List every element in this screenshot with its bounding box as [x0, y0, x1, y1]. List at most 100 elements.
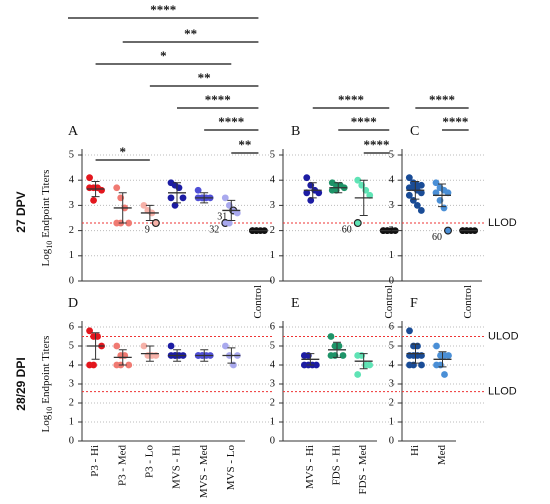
- data-point: [113, 342, 121, 350]
- sd-bar: [227, 347, 236, 364]
- significance-label: ****: [364, 137, 390, 152]
- y-tick-label: 2: [389, 225, 394, 236]
- y-tick-label: 3: [69, 200, 74, 211]
- limit-label: LLOD: [488, 217, 517, 229]
- data-point: [339, 352, 347, 359]
- data-point: [417, 207, 425, 214]
- point-annotation: 60: [432, 232, 442, 243]
- data-point: [90, 361, 97, 369]
- x-tick-label: P3 - Med: [116, 445, 128, 486]
- y-label-rest: Endpoint Titers: [40, 170, 52, 238]
- data-point: [418, 361, 425, 369]
- data-point: [167, 194, 175, 202]
- y-axis-label: Log10 Endpoint Titers: [40, 170, 55, 267]
- data-point: [194, 186, 202, 194]
- y-tick-label: 1: [270, 416, 275, 427]
- data-point: [225, 219, 233, 227]
- panel-letter: D: [68, 296, 78, 311]
- sd-bar: [227, 199, 236, 222]
- data-point: [312, 361, 320, 369]
- significance-label: **: [184, 26, 197, 41]
- data-point: [432, 189, 440, 197]
- y-tick-label: 4: [270, 359, 276, 370]
- sd-bar: [118, 192, 127, 224]
- significance-label: ****: [338, 92, 364, 107]
- data-point: [86, 184, 93, 192]
- y-tick-label: 0: [69, 275, 74, 286]
- data-point: [90, 196, 97, 204]
- data-point: [171, 202, 179, 209]
- y-tick-label: 0: [270, 435, 275, 446]
- data-point: [406, 327, 413, 335]
- sd-bar: [359, 353, 368, 370]
- y-label-sub: 10: [45, 241, 54, 249]
- data-point: [417, 189, 425, 197]
- panel-letter: A: [68, 124, 79, 139]
- y-tick-label: 1: [69, 416, 74, 427]
- data-point: [366, 191, 374, 199]
- y-tick-label: 1: [389, 416, 394, 427]
- significance-label: ****: [351, 114, 377, 129]
- point-annotation: 9: [145, 224, 150, 235]
- x-tick-label: P3 - Hi: [89, 445, 101, 477]
- y-tick-label: 2: [69, 225, 74, 236]
- x-tick-label: Control: [462, 285, 474, 319]
- y-tick-label: 1: [69, 250, 74, 261]
- data-point: [98, 186, 105, 194]
- panel-letter: E: [291, 296, 300, 311]
- sd-bar: [173, 182, 181, 204]
- y-tick-label: 2: [270, 225, 275, 236]
- y-axis-label: Log10 Endpoint Titers: [40, 336, 55, 433]
- data-point: [86, 174, 93, 182]
- panel-letter: B: [291, 124, 300, 139]
- data-point: [405, 191, 413, 199]
- significance-label: ****: [205, 92, 231, 107]
- sd-bar: [91, 180, 100, 198]
- sd-bar: [438, 351, 447, 368]
- data-point: [151, 219, 160, 228]
- y-tick-label: 5: [389, 149, 394, 160]
- point-annotation: 60: [342, 224, 352, 235]
- y-tick-label: 0: [389, 435, 394, 446]
- y-tick-label: 2: [270, 397, 275, 408]
- data-point: [405, 174, 413, 182]
- y-tick-label: 5: [270, 340, 275, 351]
- y-tick-label: 0: [69, 435, 74, 446]
- y-tick-label: 6: [270, 321, 275, 332]
- sd-bar: [118, 349, 127, 366]
- sd-bar: [145, 204, 154, 222]
- data-point: [444, 189, 452, 197]
- data-point: [353, 219, 362, 228]
- y-label-rest: Endpoint Titers: [40, 336, 52, 404]
- sd-bar: [411, 180, 420, 200]
- significance-label: ****: [442, 114, 468, 129]
- y-tick-label: 2: [389, 397, 394, 408]
- sd-bar: [145, 345, 154, 362]
- significance-label: *: [160, 48, 167, 63]
- y-tick-label: 4: [389, 359, 395, 370]
- sd-bar: [438, 183, 446, 208]
- significance-label: *: [119, 144, 126, 159]
- data-point: [354, 371, 362, 378]
- x-tick-label: Control: [383, 285, 395, 319]
- y-tick-label: 3: [69, 378, 74, 389]
- panel-letter: F: [410, 296, 418, 311]
- y-tick-label: 5: [389, 340, 394, 351]
- y-tick-label: 1: [389, 250, 394, 261]
- y-tick-label: 3: [270, 200, 275, 211]
- panel-letter: C: [410, 124, 419, 139]
- y-tick-label: 3: [270, 378, 275, 389]
- y-tick-label: 4: [69, 175, 75, 186]
- data-point: [432, 179, 440, 187]
- x-tick-label: FDS - Hi: [331, 445, 343, 485]
- y-tick-label: 5: [270, 149, 275, 160]
- x-tick-label: P3 - Lo: [143, 445, 155, 479]
- sd-bar: [200, 192, 209, 204]
- x-tick-label: MVS - Hi: [304, 445, 316, 489]
- data-point: [445, 352, 452, 359]
- x-tick-label: MVS - Hi: [171, 445, 183, 489]
- significance-label: **: [198, 70, 211, 85]
- x-tick-label: Control: [252, 285, 264, 319]
- data-point: [222, 342, 229, 350]
- y-tick-label: 4: [69, 359, 75, 370]
